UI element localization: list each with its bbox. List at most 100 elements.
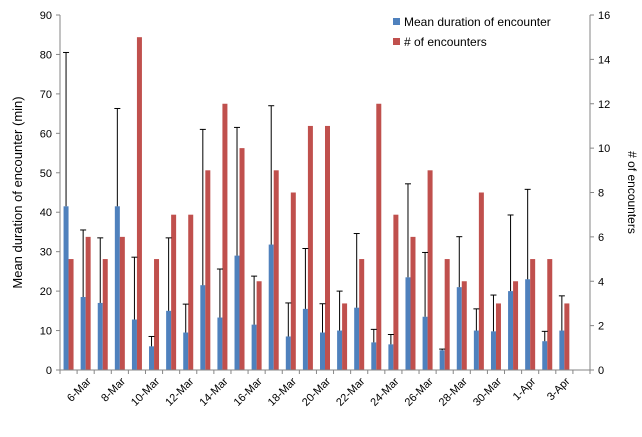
- bar-mean-duration: [508, 291, 514, 370]
- bar-encounters: [359, 259, 365, 370]
- legend-swatch-encounters: [393, 38, 400, 45]
- error-bars-layer: [63, 51, 565, 351]
- bar-mean-duration: [302, 308, 308, 370]
- bar-mean-duration: [320, 332, 325, 370]
- bar-encounters: [478, 192, 484, 370]
- bar-mean-duration: [97, 302, 103, 370]
- bar-mean-duration: [473, 330, 479, 370]
- x-tick-label: 24-Mar: [368, 375, 401, 408]
- x-tick-label: 6-Mar: [65, 375, 94, 404]
- bar-encounters: [564, 303, 570, 370]
- bar-mean-duration: [354, 307, 360, 370]
- x-tick-label: 8-Mar: [99, 375, 128, 404]
- bar-mean-duration: [422, 316, 428, 370]
- bar-encounters: [85, 236, 91, 370]
- y-tick-label: 0: [46, 365, 52, 377]
- x-tick-label: 12-Mar: [163, 375, 196, 408]
- bar-encounters: [444, 259, 450, 370]
- bars-layer: [63, 37, 570, 370]
- bar-encounters: [222, 103, 228, 370]
- bar-mean-duration: [337, 330, 343, 370]
- bar-mean-duration: [131, 319, 137, 370]
- y2-tick-label: 8: [598, 188, 604, 200]
- y2-tick-label: 4: [598, 276, 604, 288]
- bar-mean-duration: [559, 330, 565, 370]
- bar-mean-duration: [234, 255, 240, 370]
- y2-tick-label: 10: [598, 143, 610, 155]
- x-tick-label: 20-Mar: [300, 375, 333, 408]
- legend-swatch-mean-duration: [393, 18, 400, 25]
- bar-encounters: [205, 170, 211, 370]
- y2-tick-label: 0: [598, 365, 604, 377]
- bar-encounters: [342, 303, 348, 370]
- y-tick-label: 90: [40, 10, 52, 22]
- x-tick-label: 1-Apr: [511, 375, 539, 403]
- bar-mean-duration: [149, 346, 155, 370]
- x-tick-label: 16-Mar: [232, 375, 265, 408]
- bar-encounters: [256, 281, 262, 370]
- legend-label-encounters: # of encounters: [404, 35, 487, 49]
- bar-encounters: [376, 103, 382, 370]
- y-tick-label: 10: [40, 326, 52, 338]
- y-axis-title: Mean duration of encounter (min): [10, 96, 25, 288]
- y-tick-label: 40: [40, 207, 52, 219]
- bar-encounters: [307, 125, 313, 370]
- bar-encounters: [547, 259, 553, 370]
- x-tick-label: 28-Mar: [437, 375, 470, 408]
- y2-tick-label: 2: [598, 321, 604, 333]
- bar-mean-duration: [285, 336, 291, 370]
- y2-tick-label: 14: [598, 54, 610, 66]
- bar-encounters: [410, 236, 416, 370]
- legend: Mean duration of encounter # of encounte…: [393, 15, 551, 49]
- y-tick-label: 50: [40, 168, 52, 180]
- bar-mean-duration: [80, 297, 86, 370]
- bar-encounters: [68, 259, 74, 370]
- bar-encounters: [427, 170, 433, 370]
- bar-encounters: [136, 37, 142, 370]
- bar-mean-duration: [217, 317, 223, 370]
- y-tick-label: 30: [40, 247, 52, 259]
- bar-mean-duration: [525, 279, 531, 370]
- bar-encounters: [513, 281, 519, 370]
- bar-encounters: [530, 259, 536, 370]
- y2-tick-label: 12: [598, 99, 610, 111]
- bar-mean-duration: [371, 342, 377, 370]
- bar-mean-duration: [268, 244, 274, 370]
- bar-encounters: [325, 125, 330, 370]
- bar-encounters: [495, 303, 501, 370]
- bar-encounters: [393, 214, 399, 370]
- bar-mean-duration: [251, 324, 257, 370]
- bar-mean-duration: [63, 206, 69, 370]
- y-tick-label: 70: [40, 89, 52, 101]
- y2-tick-label: 16: [598, 10, 610, 22]
- bar-encounters: [102, 259, 108, 370]
- y2-axis-title: # of encounters: [625, 151, 639, 234]
- bar-mean-duration: [542, 341, 548, 370]
- bar-mean-duration: [166, 310, 172, 370]
- bar-encounters: [461, 281, 467, 370]
- bar-mean-duration: [388, 344, 394, 370]
- bar-encounters: [171, 214, 177, 370]
- y2-tick-label: 6: [598, 232, 604, 244]
- x-tick-label: 18-Mar: [266, 375, 299, 408]
- bar-mean-duration: [405, 277, 411, 370]
- y-tick-label: 60: [40, 128, 52, 140]
- x-tick-label: 3-Apr: [545, 375, 573, 403]
- bar-mean-duration: [200, 285, 206, 370]
- bar-mean-duration: [456, 287, 462, 370]
- x-tick-label: 26-Mar: [403, 375, 436, 408]
- x-tick-label: 22-Mar: [334, 375, 367, 408]
- bar-mean-duration: [114, 206, 120, 370]
- bar-encounters: [273, 170, 279, 370]
- bar-encounters: [290, 192, 296, 370]
- bar-encounters: [239, 148, 245, 370]
- bar-mean-duration: [183, 332, 189, 370]
- y-tick-label: 20: [40, 286, 52, 298]
- legend-label-mean-duration: Mean duration of encounter: [404, 15, 551, 29]
- x-tick-label: 30-Mar: [471, 375, 504, 408]
- x-tick-label: 10-Mar: [129, 375, 162, 408]
- x-tick-label: 14-Mar: [197, 375, 230, 408]
- bar-encounters: [188, 214, 194, 370]
